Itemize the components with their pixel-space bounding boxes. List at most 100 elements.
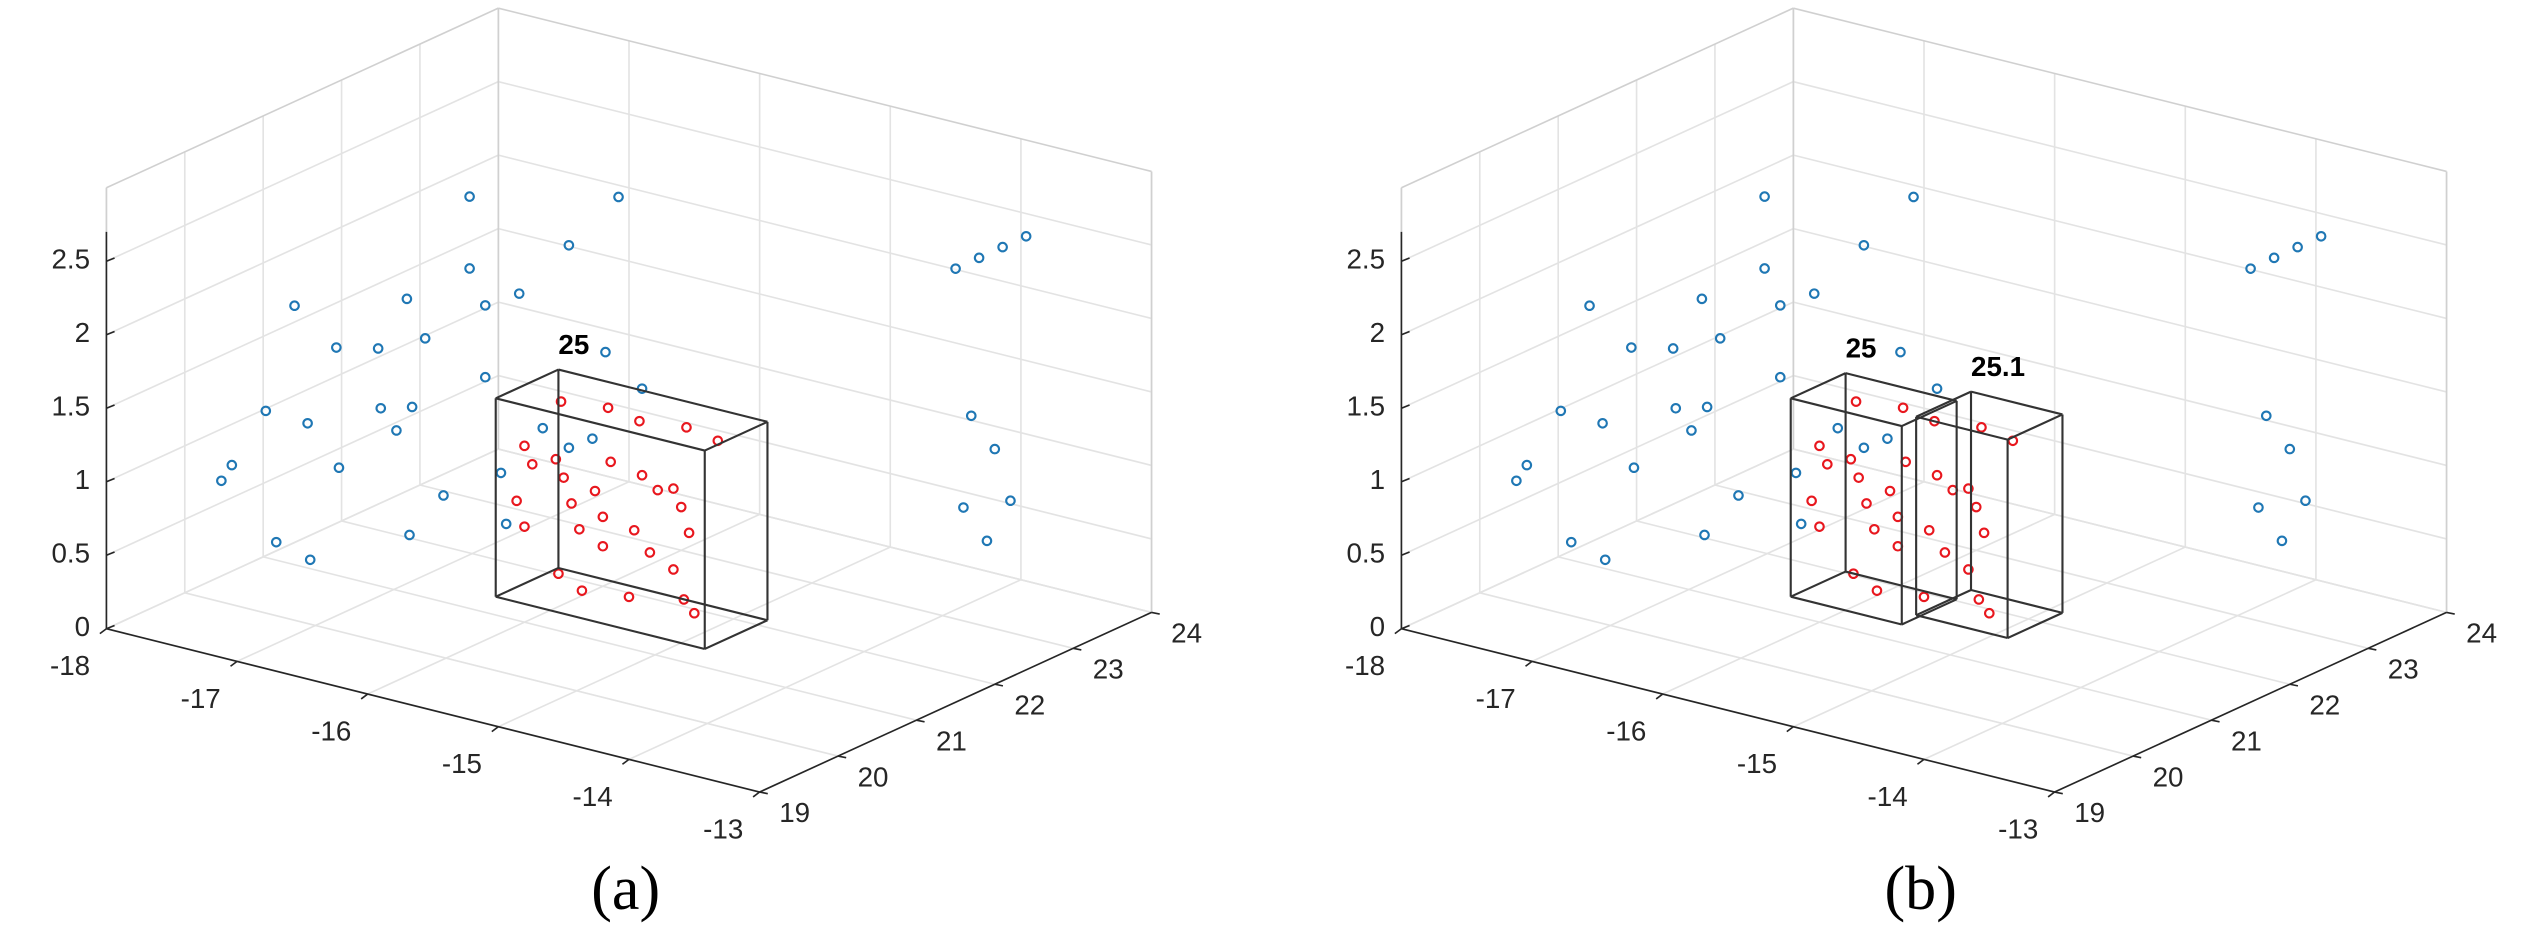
data-point bbox=[1845, 453, 1857, 465]
data-point bbox=[574, 523, 585, 535]
y-tick-label: 20 bbox=[2153, 761, 2184, 792]
box-edge bbox=[558, 368, 768, 423]
tick-mark bbox=[2054, 791, 2063, 795]
grid-line bbox=[106, 154, 499, 336]
data-point bbox=[558, 472, 569, 483]
data-point bbox=[1774, 371, 1786, 383]
data-point bbox=[1699, 529, 1710, 541]
tick-mark bbox=[360, 693, 369, 700]
z-tick-label: 1.5 bbox=[1347, 391, 1386, 422]
data-point bbox=[1814, 521, 1825, 532]
data-point bbox=[989, 443, 1001, 455]
grid-line bbox=[1531, 481, 1925, 663]
data-point bbox=[981, 535, 993, 547]
tick-mark bbox=[1401, 404, 1410, 410]
y-tick-label: 24 bbox=[2466, 618, 2497, 649]
grid-line bbox=[419, 484, 1074, 650]
data-point bbox=[1005, 495, 1016, 506]
x-tick-label: -13 bbox=[703, 814, 743, 845]
tick-mark bbox=[2446, 611, 2455, 615]
data-point bbox=[1814, 440, 1825, 452]
x-tick-label: -18 bbox=[50, 650, 90, 681]
data-point bbox=[216, 475, 227, 487]
data-point bbox=[1599, 554, 1611, 566]
data-point bbox=[1626, 342, 1637, 353]
data-point bbox=[587, 433, 598, 444]
tick-mark bbox=[1525, 660, 1533, 667]
grid-line bbox=[498, 301, 1152, 467]
box-edge bbox=[1970, 588, 2063, 614]
tick-mark bbox=[621, 758, 630, 765]
data-point bbox=[1973, 594, 1985, 605]
data-point bbox=[1908, 191, 1919, 203]
data-point bbox=[260, 405, 272, 417]
data-point bbox=[1584, 300, 1595, 312]
data-point bbox=[1806, 495, 1817, 507]
x-tick-label: -16 bbox=[1606, 716, 1646, 747]
grid-line bbox=[1401, 154, 1794, 336]
box-edge bbox=[495, 368, 559, 400]
data-point bbox=[623, 591, 635, 603]
grid-line bbox=[236, 481, 630, 663]
tick-mark bbox=[1401, 551, 1410, 556]
wall-edge bbox=[1793, 7, 2447, 173]
box-label: 25 bbox=[1846, 333, 1877, 364]
data-point bbox=[2268, 252, 2280, 264]
x-tick-label: -14 bbox=[573, 781, 613, 812]
data-point bbox=[464, 263, 475, 274]
y-axis bbox=[2054, 611, 2447, 793]
data-point bbox=[438, 490, 449, 501]
data-point bbox=[668, 483, 679, 494]
grid-line bbox=[106, 374, 499, 556]
z-tick-label: 1 bbox=[75, 464, 90, 495]
box-edge bbox=[495, 567, 559, 598]
data-point bbox=[1858, 442, 1870, 454]
x-axis bbox=[1401, 627, 2055, 793]
data-point bbox=[331, 342, 342, 353]
grid-line bbox=[106, 301, 499, 483]
x-tick-label: -17 bbox=[181, 683, 221, 714]
data-point bbox=[1923, 524, 1935, 536]
z-tick-label: 2 bbox=[75, 317, 90, 348]
data-point bbox=[1858, 239, 1870, 251]
z-tick-label: 2.5 bbox=[51, 244, 90, 275]
data-point bbox=[519, 440, 530, 452]
data-point bbox=[2300, 495, 2311, 506]
grid-line bbox=[498, 154, 1152, 320]
data-point bbox=[537, 422, 549, 434]
grid-line bbox=[1662, 513, 2055, 695]
data-point bbox=[1565, 536, 1577, 548]
data-point bbox=[1774, 300, 1786, 311]
z-tick-label: 0.5 bbox=[1347, 538, 1386, 569]
data-point bbox=[605, 456, 616, 468]
data-point bbox=[1897, 402, 1909, 414]
tick-mark bbox=[106, 477, 115, 483]
data-point bbox=[500, 518, 512, 530]
x-axis bbox=[106, 627, 760, 793]
data-point bbox=[1871, 585, 1883, 596]
wall-edge bbox=[1401, 7, 1794, 189]
grid-line bbox=[1401, 301, 1794, 483]
data-point bbox=[419, 333, 431, 344]
data-point bbox=[1939, 547, 1951, 558]
data-point bbox=[1628, 462, 1640, 474]
grid-line bbox=[1793, 301, 2447, 467]
grid-line bbox=[1714, 484, 2369, 650]
data-point bbox=[333, 462, 345, 474]
tick-mark bbox=[752, 791, 761, 798]
chart-panel: -18 -17 -16 -15 -14 -13 19 20 21 22 23 24 0 0.5 1 1.5 2 2… bbox=[1345, 7, 2497, 923]
grid-line bbox=[1923, 578, 2317, 761]
y-tick-label: 20 bbox=[858, 761, 889, 792]
grid-line bbox=[341, 520, 995, 686]
grid-line bbox=[106, 448, 499, 630]
panel-caption: (a) bbox=[591, 855, 660, 923]
data-point bbox=[1020, 230, 1032, 242]
grid-line bbox=[1793, 154, 2447, 320]
grid-line bbox=[1401, 227, 1794, 410]
grid-line bbox=[1793, 374, 2447, 540]
box-edge bbox=[1790, 372, 1847, 400]
box-edge bbox=[1790, 570, 1847, 598]
data-point bbox=[950, 263, 961, 274]
